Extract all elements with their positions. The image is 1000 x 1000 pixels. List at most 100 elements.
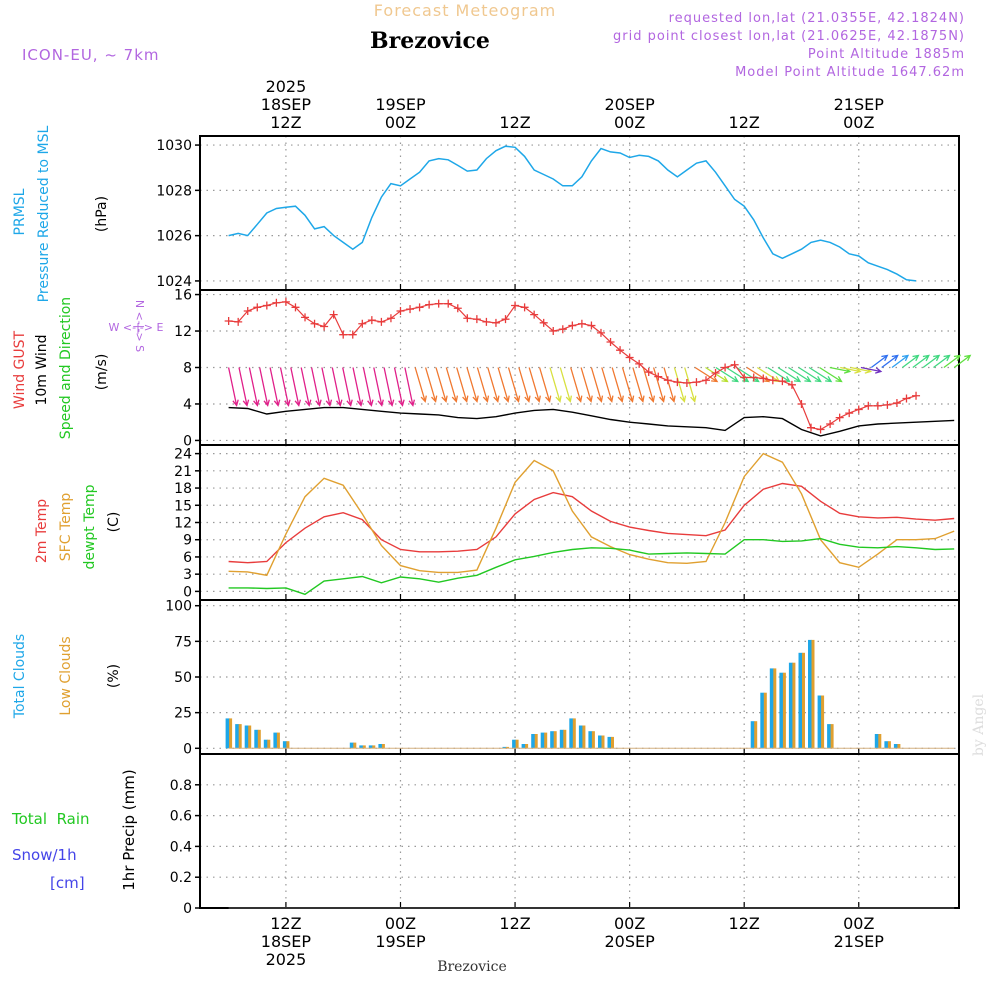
y-tick-label: 1024: [156, 274, 192, 290]
page-title: Brezovice: [370, 28, 490, 54]
point-altitude: Point Altitude 1885m: [808, 47, 965, 62]
total-cloud-bar: [235, 724, 240, 749]
gust-point: [539, 318, 548, 327]
total-cloud-bar: [559, 729, 564, 749]
total-cloud-bar: [808, 639, 812, 749]
low-cloud-bar: [830, 724, 834, 749]
wind-arrow: [705, 366, 729, 383]
total-cloud-bar: [827, 724, 832, 749]
gust-point: [482, 317, 491, 326]
y-tick-label: 9: [183, 533, 192, 549]
total-cloud-bar: [779, 672, 784, 749]
gust-point: [596, 328, 605, 337]
low-cloud-bar: [525, 744, 529, 749]
total-cloud-bar: [750, 721, 755, 749]
total-cloud-bar: [378, 744, 383, 749]
gust-point: [663, 376, 672, 385]
total-cloud-bar: [531, 734, 536, 749]
time-label-bottom: 00Z: [843, 914, 874, 933]
wind-arrow: [933, 354, 951, 369]
y-tick-label: 21: [174, 464, 192, 480]
gust-label: Wind GUST: [12, 330, 28, 409]
precip-labels: Total Rain Snow/1h [cm] 1hr Precip (mm): [11, 769, 138, 892]
y-tick-label: 4: [183, 397, 192, 413]
time-label-top: 00Z: [385, 113, 416, 132]
time-label-top: 12Z: [499, 113, 530, 132]
wind-arrow: [404, 367, 416, 407]
wind-arrow: [383, 367, 395, 407]
gust-point: [234, 317, 243, 326]
gust-point: [654, 372, 663, 381]
wind-arrow: [902, 354, 920, 369]
gust-point: [759, 374, 768, 383]
wind-arrow: [922, 354, 941, 369]
gust-point: [425, 300, 434, 309]
low-cloud-bar: [572, 718, 576, 749]
low-cloud-bar: [372, 745, 376, 749]
wind-arrow: [611, 367, 624, 403]
y-tick-label: 0.4: [170, 839, 192, 855]
time-label-top: 19SEP: [375, 95, 426, 114]
gust-point: [386, 314, 395, 323]
low-cloud-bar: [506, 746, 509, 749]
pressure-panel: 1024 1026 1028 1030: [156, 135, 960, 291]
wind-arrow: [570, 367, 583, 403]
clouds-unit: (%): [106, 664, 122, 688]
gust-point: [406, 305, 415, 314]
gust-point: [301, 313, 310, 322]
precip-panel: 0 0.2 0.4 0.6 0.8: [170, 753, 960, 917]
dew-label: dewpt Temp: [82, 484, 98, 569]
wind-arrow: [943, 354, 962, 369]
sfc-label: SFC Temp: [58, 493, 74, 562]
y-tick-label: 15: [174, 498, 192, 514]
y-tick-label: 24: [174, 447, 192, 463]
low-cloud-bar: [353, 742, 357, 749]
total-cloud-bar: [788, 662, 793, 749]
wind-arrow: [331, 367, 343, 407]
wind-arrow: [632, 367, 645, 403]
wind-arrow: [891, 354, 910, 369]
wind-arrow: [248, 367, 260, 407]
gust-point: [291, 303, 300, 312]
prmsl-label: PRMSL: [12, 188, 28, 235]
total-cloud-bar: [893, 744, 898, 749]
low-cloud-bar: [811, 639, 815, 749]
wind-arrow: [373, 367, 384, 407]
wind-panel: 0 4 8 12 16: [174, 288, 972, 449]
gust-point: [702, 376, 710, 385]
wind-arrow: [549, 367, 562, 403]
total-cloud-bar: [359, 745, 364, 749]
gust-point: [730, 360, 739, 369]
low-cloud-bar: [534, 734, 538, 749]
wind-unit: (m/s): [94, 354, 110, 391]
time-label-top: 21SEP: [834, 95, 885, 114]
low-cloud-bar: [754, 721, 758, 749]
time-label-bottom: 12Z: [270, 914, 301, 933]
wind-arrow: [777, 366, 802, 383]
total-cloud-bar: [273, 732, 278, 749]
gust-point: [682, 379, 691, 387]
wind-arrow: [715, 366, 739, 383]
wind-arrow: [310, 367, 322, 407]
y-tick-label: 8: [183, 361, 192, 377]
t2m-line: [228, 482, 955, 564]
low-cloud-bar: [515, 739, 519, 749]
low-cloud-bar: [611, 736, 614, 749]
gust-point: [472, 315, 481, 324]
requested-coords: requested lon,lat (21.0355E, 42.1824N): [669, 11, 965, 26]
time-label-top: 18SEP: [261, 95, 312, 114]
low-cloud-bar: [802, 652, 805, 749]
low-cloud-bar: [229, 718, 233, 749]
y-tick-label: 0: [183, 741, 192, 757]
gust-point: [530, 310, 539, 319]
y-tick-label: 6: [183, 550, 192, 566]
wind-arrow: [788, 366, 812, 383]
panel-frame: [199, 135, 960, 291]
wind-arrow: [414, 367, 427, 403]
gust-point: [892, 399, 901, 408]
precip-unit: 1hr Precip (mm): [120, 769, 138, 890]
low-clouds-label: Low Clouds: [58, 636, 74, 715]
gust-point: [262, 301, 271, 310]
